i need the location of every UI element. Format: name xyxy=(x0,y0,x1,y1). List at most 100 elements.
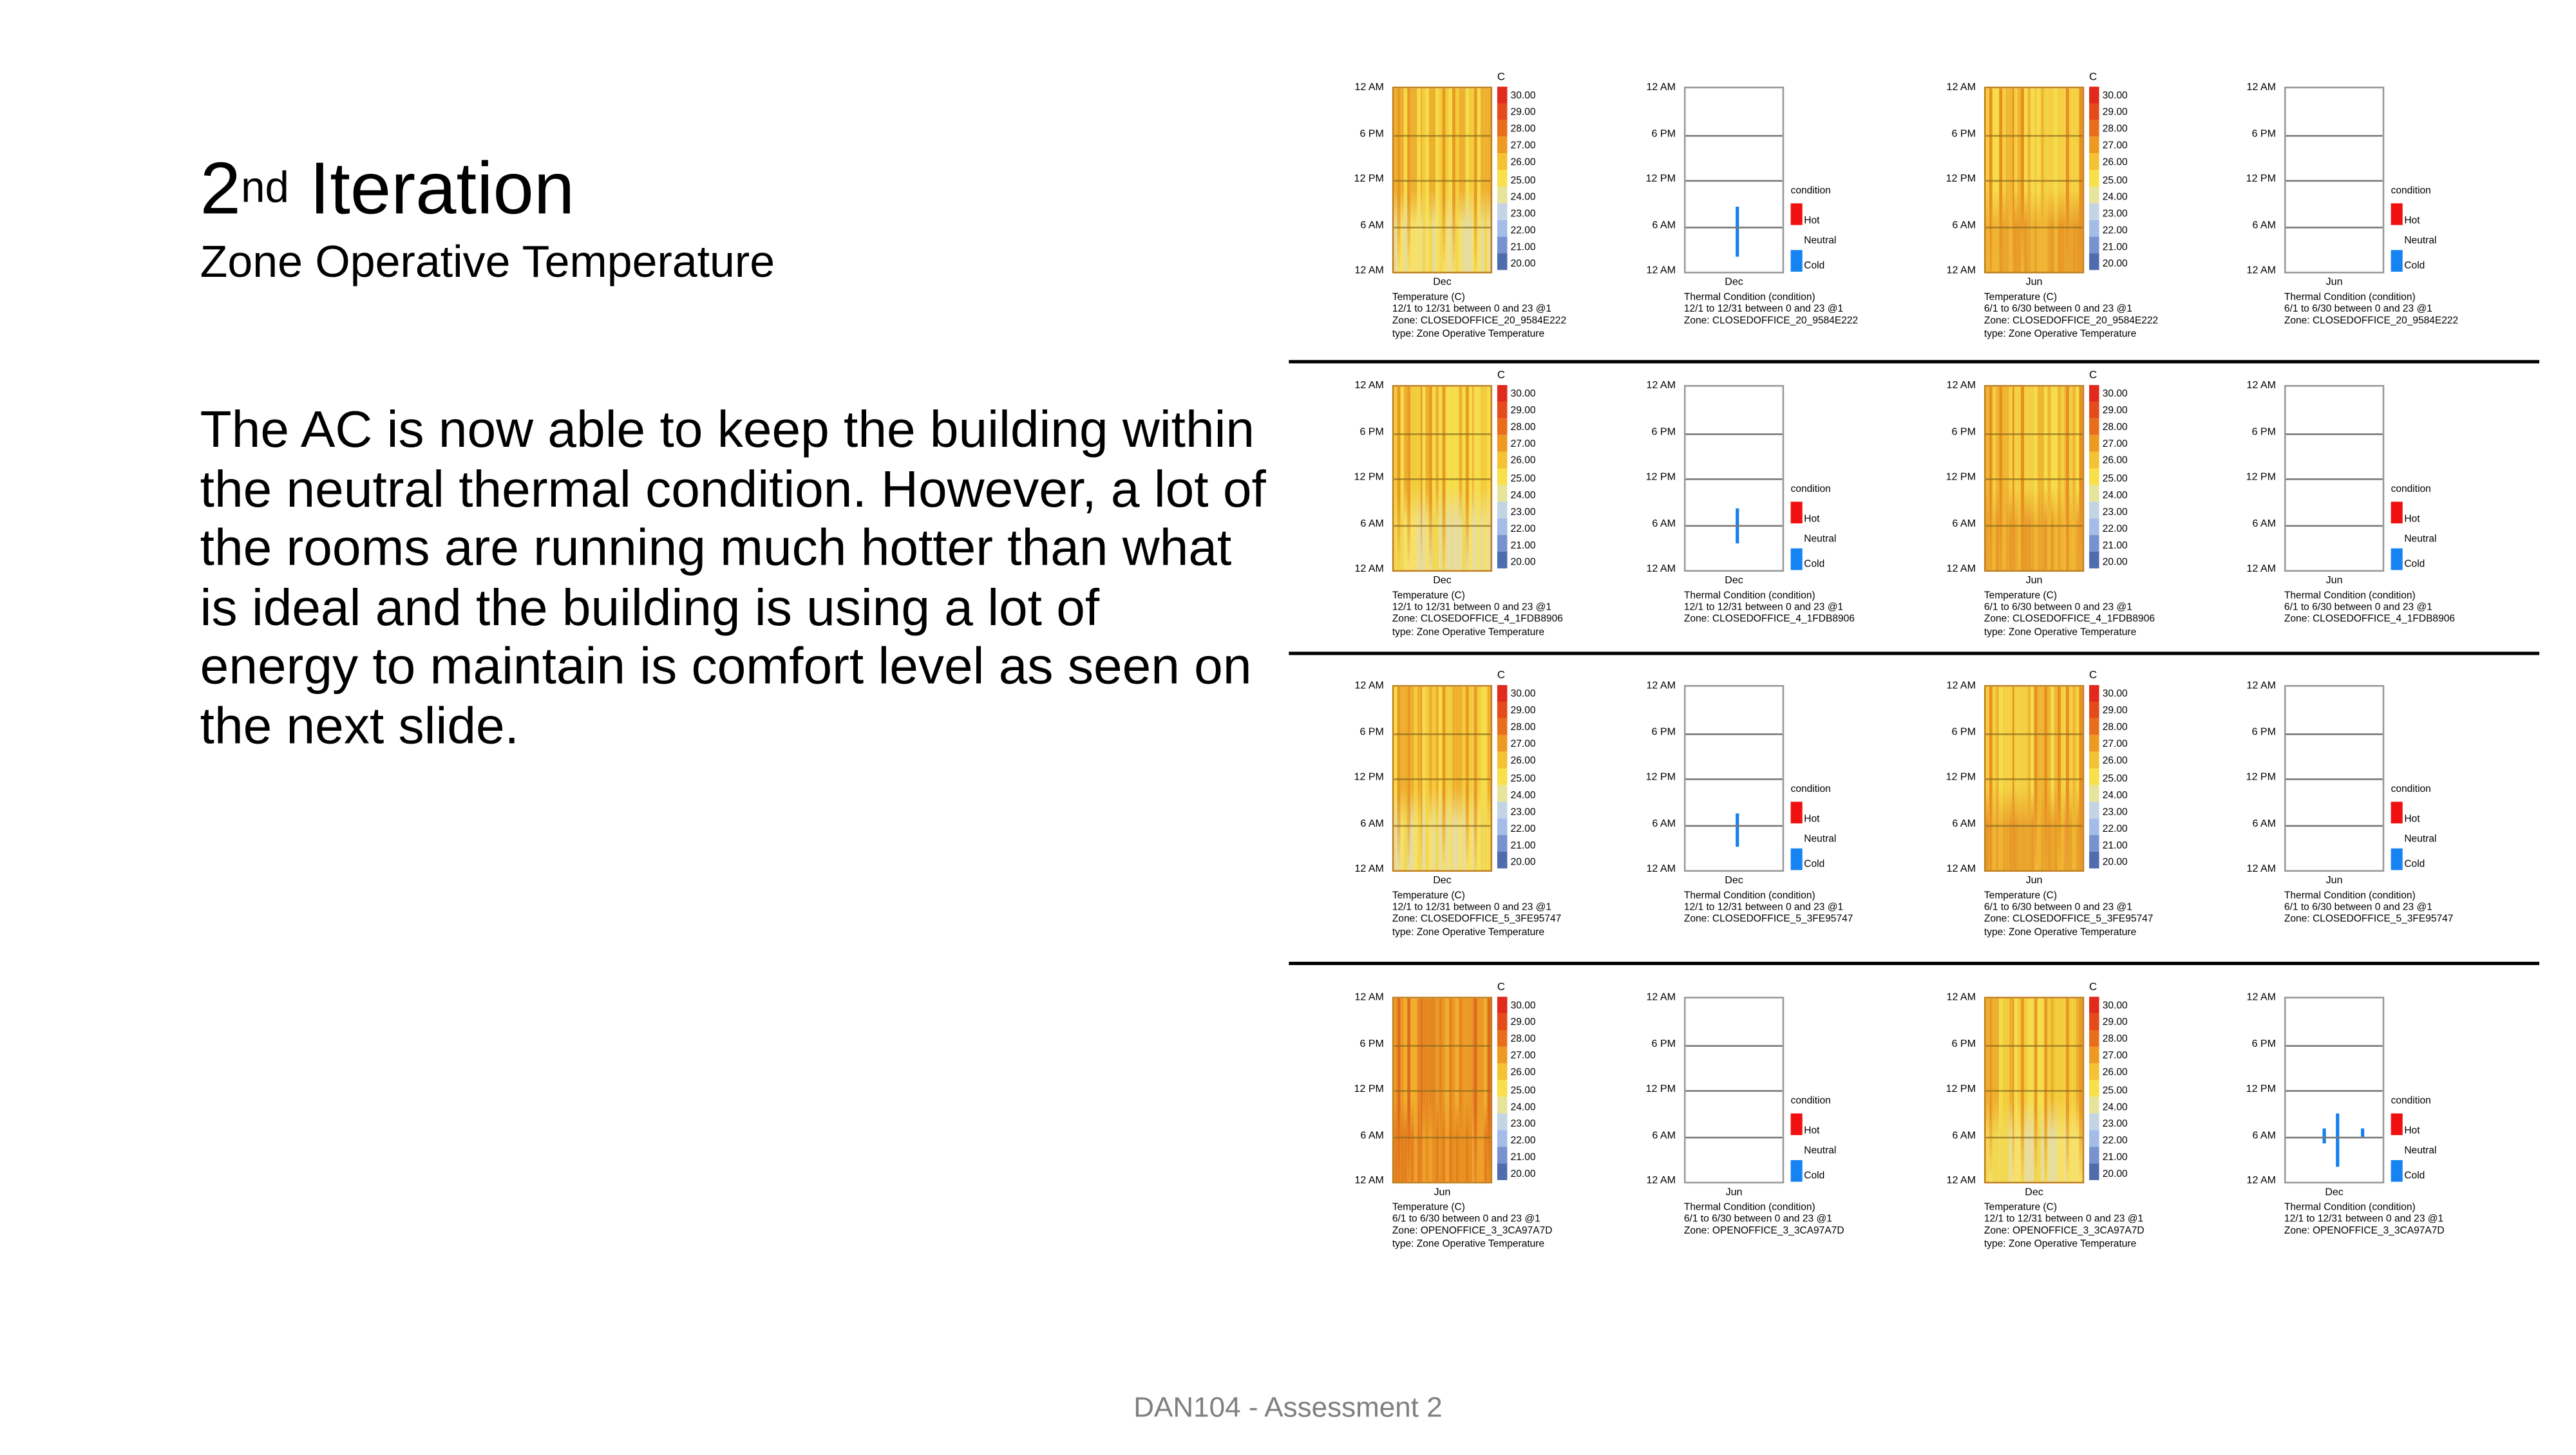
colorbar-tick-label: 21.00 xyxy=(1510,541,1536,552)
gridline xyxy=(1394,824,1491,826)
legend-title: condition xyxy=(1790,485,1831,495)
heatmap-day-column xyxy=(1471,88,1475,272)
condition-plot xyxy=(2284,997,2385,1184)
legend-title: condition xyxy=(1790,1096,1831,1107)
gridline xyxy=(1394,1090,1491,1092)
legend-title: condition xyxy=(2391,186,2431,197)
caption-line: Temperature (C) xyxy=(1392,592,1465,602)
caption-line: 6/1 to 6/30 between 0 and 23 @1 xyxy=(1984,305,2132,315)
caption-line: Zone: CLOSEDOFFICE_20_9584E222 xyxy=(2284,317,2459,328)
colorbar-tick-label: 26.00 xyxy=(2102,457,2128,467)
legend-title: condition xyxy=(1790,785,1831,795)
chart-caption: Thermal Condition (condition) 12/1 to 12/… xyxy=(1684,892,1853,928)
colorbar-tick-label: 29.00 xyxy=(1510,706,1536,717)
y-tick-label: 6 AM xyxy=(1952,817,1976,830)
caption-line: Zone: CLOSEDOFFICE_4_1FDB8906 xyxy=(1683,615,1855,626)
y-tick-label: 12 AM xyxy=(1946,991,1976,1004)
row-divider xyxy=(1289,652,2540,655)
heatmap-day-column xyxy=(2014,88,2018,272)
legend-label: Hot xyxy=(2404,515,2420,525)
heatmap-day-column xyxy=(1423,88,1426,272)
temperature-heatmap-chart: 12 AM 6 PM 12 PM 6 AM 12 AM C 30.00 29.00 28.00 2… xyxy=(1339,982,1647,1279)
heatmap-day-column xyxy=(2079,88,2083,272)
colorbar-tick-label: 30.00 xyxy=(1510,91,1536,102)
y-tick-label: 6 PM xyxy=(2251,1037,2276,1049)
gridline xyxy=(1394,1044,1491,1046)
heatmap-plot xyxy=(1984,997,2085,1184)
y-tick-label: 12 AM xyxy=(1646,680,1676,692)
heatmap-day-column xyxy=(2031,88,2034,272)
heatmap-day-column xyxy=(2043,88,2047,272)
caption-line: Thermal Condition (condition) xyxy=(1683,592,1815,602)
gridline xyxy=(1985,1044,2083,1046)
heatmap-plot xyxy=(1984,385,2085,572)
x-axis-month-label: Dec xyxy=(2025,1187,2043,1199)
colorbar-segment xyxy=(2089,385,2099,402)
colorbar-segment xyxy=(2089,518,2099,536)
heatmap-day-column xyxy=(1403,88,1407,272)
colorbar-tick-label: 30.00 xyxy=(2102,690,2128,700)
caption-line: Zone: OPENOFFICE_3_3CA97A7D xyxy=(2284,1227,2445,1238)
gridline xyxy=(1985,732,2083,735)
colorbar-tick-label: 24.00 xyxy=(1510,491,1536,502)
colorbar-segment xyxy=(2089,701,2099,718)
heatmap-day-column xyxy=(1410,88,1414,272)
y-tick-label: 12 AM xyxy=(1354,81,1384,93)
colorbar-tick-label: 20.00 xyxy=(2102,858,2128,868)
caption-line: 6/1 to 6/30 between 0 and 23 @1 xyxy=(2284,305,2432,315)
row-divider xyxy=(1289,360,2540,364)
gridline xyxy=(1685,732,1783,735)
gridline xyxy=(2286,225,2383,228)
colorbar-unit-label: C xyxy=(2089,981,2098,994)
x-axis-month-label: Dec xyxy=(1433,875,1452,887)
colorbar-segment xyxy=(1497,170,1508,187)
colorbar-tick-label: 27.00 xyxy=(1510,740,1536,751)
heatmap-day-column xyxy=(1442,88,1446,272)
colorbar-tick-label: 23.00 xyxy=(1510,807,1536,818)
colorbar-segment xyxy=(2089,835,2099,852)
colorbar-tick-label: 25.00 xyxy=(1510,1085,1536,1096)
y-tick-label: 6 PM xyxy=(1951,127,1976,140)
temperature-heatmap-chart: 12 AM 6 PM 12 PM 6 AM 12 AM C 30.00 29.00 28.00 2… xyxy=(1339,670,1647,967)
colorbar-segment xyxy=(2089,170,2099,187)
gridline xyxy=(2286,824,2383,826)
y-tick-label: 6 PM xyxy=(2251,726,2276,738)
caption-line: type: Zone Operative Temperature xyxy=(1392,1239,1545,1250)
y-tick-label: 6 AM xyxy=(1360,817,1384,830)
colorbar-tick-label: 25.00 xyxy=(1510,474,1536,485)
thermal-condition-chart: 12 AM 6 PM 12 PM 6 AM 12 AM condition Hot Neutr… xyxy=(1631,987,1939,1279)
y-tick-label: 12 AM xyxy=(1646,563,1676,576)
x-axis-month-label: Jun xyxy=(2325,575,2343,587)
legend-label: Neutral xyxy=(1804,1147,1837,1157)
heatmap-day-column xyxy=(1484,88,1488,272)
legend-label: Hot xyxy=(1804,515,1820,525)
gridline xyxy=(1985,180,2083,182)
legend-title: condition xyxy=(2391,485,2431,495)
y-tick-label: 12 PM xyxy=(1645,173,1676,185)
heatmap-day-column xyxy=(1468,88,1472,272)
caption-line: 6/1 to 6/30 between 0 and 23 @1 xyxy=(1984,903,2132,914)
colorbar-tick-label: 24.00 xyxy=(2102,1102,2128,1113)
caption-line: type: Zone Operative Temperature xyxy=(1392,928,1545,938)
colorbar-segment xyxy=(1497,1013,1508,1031)
gridline xyxy=(1985,524,2083,526)
gridline xyxy=(1685,478,1783,480)
colorbar-tick-label: 26.00 xyxy=(1510,757,1536,767)
heatmap-plot xyxy=(1392,997,1493,1184)
y-tick-label: 6 PM xyxy=(1951,726,1976,738)
y-tick-label: 12 AM xyxy=(1354,563,1384,576)
caption-line: type: Zone Operative Temperature xyxy=(1392,329,1545,340)
caption-line: Thermal Condition (condition) xyxy=(1683,1203,1815,1214)
colorbar-segment xyxy=(1497,518,1508,536)
caption-line: Temperature (C) xyxy=(1392,293,1465,304)
legend-label: Hot xyxy=(1804,1127,1820,1137)
colorbar-segment xyxy=(2089,551,2099,568)
heatmap-day-column xyxy=(1452,88,1455,272)
y-tick-label: 6 AM xyxy=(1360,517,1384,530)
gridline xyxy=(1685,824,1783,826)
legend-title: condition xyxy=(2391,1096,2431,1107)
y-tick-label: 12 AM xyxy=(1354,863,1384,876)
y-tick-label: 6 AM xyxy=(2252,219,2276,231)
y-tick-label: 12 AM xyxy=(1354,1175,1384,1187)
